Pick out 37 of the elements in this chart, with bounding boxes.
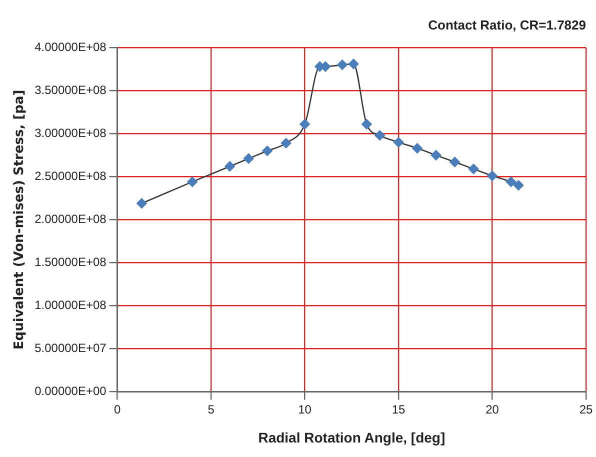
point: [393, 137, 404, 148]
x-tick-label: 10: [298, 402, 312, 416]
point: [468, 164, 479, 174]
point: [450, 156, 460, 168]
point: [337, 60, 348, 70]
y-tick-label: 3.00000E+08: [34, 126, 107, 140]
x-tick-label: 25: [579, 402, 593, 416]
y-tick-label: 4.00000E+08: [34, 40, 107, 54]
point: [243, 153, 254, 164]
x-tick-label: 20: [486, 402, 500, 416]
y-tick-label: 1.00000E+08: [34, 298, 107, 312]
point: [300, 119, 310, 130]
point: [187, 176, 198, 187]
point: [362, 119, 372, 130]
y-tick-label: 0.00000E+00: [34, 384, 107, 398]
y-axis-title: Equivalent (Von-mises) Stress, [pa]: [12, 90, 28, 350]
point: [487, 170, 498, 181]
point: [224, 161, 235, 172]
x-axis-title: Radial Rotation Angle, [deg]: [258, 429, 446, 446]
y-tick-label: 1.50000E+08: [34, 255, 107, 270]
x-tick-label: 5: [208, 402, 215, 416]
y-tick-label: 3.50000E+08: [34, 82, 107, 97]
chart-title: Contact Ratio, CR=1.7829: [428, 17, 586, 32]
y-tick-label: 5.00000E+07: [34, 341, 107, 356]
point: [430, 150, 442, 160]
y-tick-label: 2.00000E+08: [34, 212, 107, 226]
x-tick-label: 15: [392, 402, 406, 416]
x-tick-label: 0: [114, 402, 121, 416]
point: [136, 198, 147, 208]
point: [262, 146, 272, 156]
point: [280, 138, 292, 148]
point: [348, 58, 359, 70]
y-tick-label: 2.50000E+08: [34, 168, 107, 183]
point: [513, 180, 524, 190]
point: [506, 176, 516, 187]
point: [412, 143, 422, 154]
point: [374, 130, 385, 141]
